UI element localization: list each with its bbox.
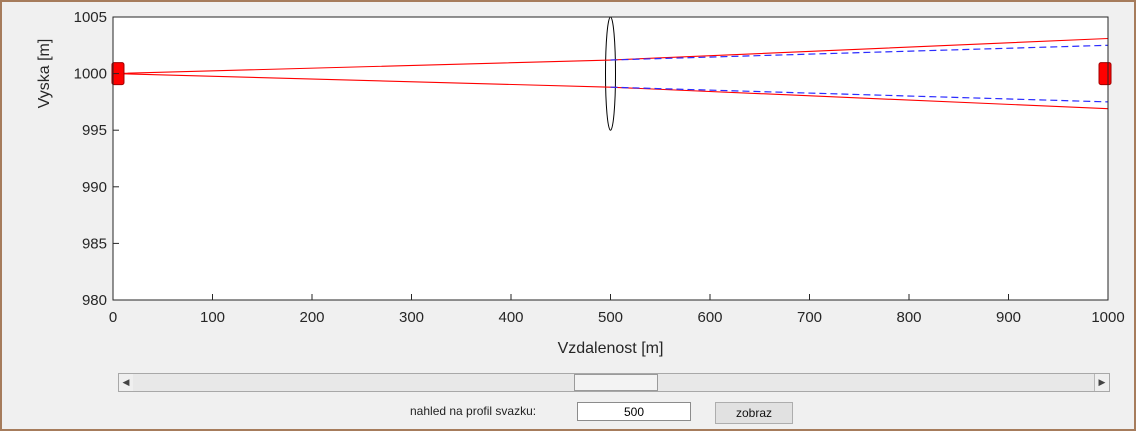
show-button[interactable]: zobraz (715, 402, 793, 424)
x-tick-label-600: 600 (697, 309, 722, 326)
axes-border (112, 16, 1109, 301)
dashed-ray-line-2 (610, 44, 1109, 61)
x-axis-label: Vzdalenost [m] (558, 340, 664, 357)
slider-track[interactable] (133, 374, 1095, 391)
slider-right-arrow-icon[interactable]: ▶ (1094, 374, 1109, 391)
beam-plot: 0 100 200 300 400 500 600 700 800 900 1000 980 985 99… (36, 9, 1125, 357)
y-tick-label-995: 995 (82, 122, 107, 139)
profile-distance-input[interactable] (577, 402, 691, 421)
y-tick-label-985: 985 (82, 235, 107, 252)
y-tick-label-990: 990 (82, 179, 107, 196)
distance-slider[interactable]: ◀ ▶ (118, 373, 1110, 392)
x-tick-label-700: 700 (797, 309, 822, 326)
profile-preview-label: nahled na profil svazku: (410, 404, 537, 418)
axes-background (113, 17, 1108, 300)
y-tick-label-980: 980 (82, 292, 107, 309)
slider-thumb[interactable] (574, 374, 658, 391)
x-tick-label-0: 0 (109, 309, 117, 326)
x-tick-label-1000: 1000 (1091, 309, 1124, 326)
x-tick-label-900: 900 (996, 309, 1021, 326)
y-tick-label-1000: 1000 (74, 66, 107, 83)
y-axis-label: Vyska [m] (36, 39, 53, 109)
x-tick-label-100: 100 (200, 309, 225, 326)
target-marker (1098, 62, 1112, 86)
y-tick-label-1005: 1005 (74, 9, 107, 26)
x-tick-label-500: 500 (598, 309, 623, 326)
x-tick-label-800: 800 (896, 309, 921, 326)
x-tick-label-200: 200 (299, 309, 324, 326)
dashed-ray-line-3 (610, 86, 1109, 103)
slider-left-arrow-icon[interactable]: ◀ (119, 374, 134, 391)
x-tick-label-400: 400 (498, 309, 523, 326)
x-tick-label-300: 300 (399, 309, 424, 326)
